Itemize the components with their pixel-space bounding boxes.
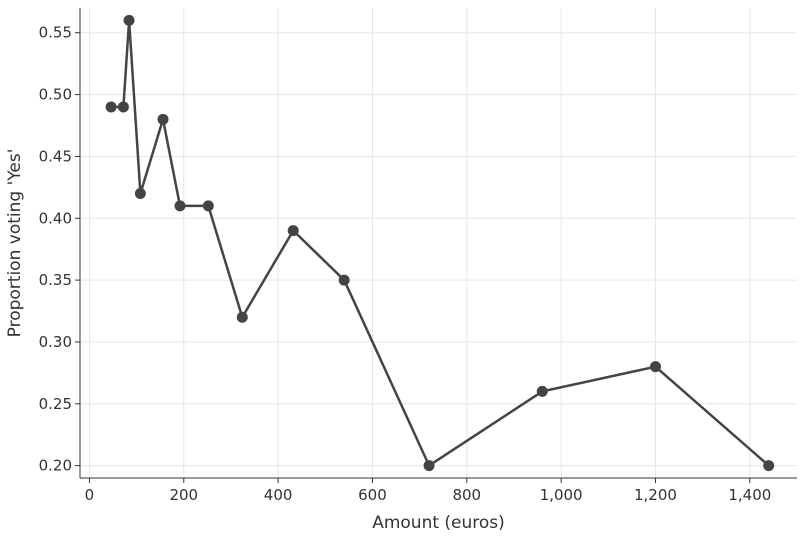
x-tick-label: 600 <box>358 486 387 504</box>
y-tick-label: 0.35 <box>39 271 72 289</box>
y-tick-label: 0.40 <box>39 209 72 227</box>
data-point <box>763 460 775 472</box>
data-point <box>202 200 214 212</box>
x-tick-label: 800 <box>452 486 481 504</box>
grid-layer <box>80 8 797 478</box>
x-tick-label: 1,000 <box>540 486 583 504</box>
data-point <box>649 361 661 373</box>
x-tick-label: 400 <box>264 486 293 504</box>
data-point <box>423 460 435 472</box>
data-point <box>287 225 299 237</box>
series-layer <box>111 19 770 467</box>
y-tick-label: 0.55 <box>39 24 72 42</box>
x-axis-title: Amount (euros) <box>372 513 505 533</box>
y-tick-label: 0.30 <box>39 333 72 351</box>
data-points <box>105 14 775 472</box>
y-tick-label: 0.25 <box>39 395 72 413</box>
series-line <box>111 19 770 467</box>
axis-layer <box>75 8 797 483</box>
data-point <box>536 385 548 397</box>
data-point <box>338 274 350 286</box>
data-point <box>123 14 135 26</box>
y-tick-label: 0.50 <box>39 86 72 104</box>
data-point <box>105 101 117 113</box>
y-tick-label: 0.45 <box>39 147 72 165</box>
tick-labels: 0 200 400 600 800 1,000 1,200 1,400 0.20 0.25 0.30… <box>39 24 772 504</box>
data-point <box>236 311 248 323</box>
x-tick-label: 0 <box>85 486 95 504</box>
x-tick-label: 200 <box>169 486 198 504</box>
y-tick-label: 0.20 <box>39 457 72 475</box>
data-point <box>134 188 146 200</box>
data-point <box>157 113 169 125</box>
data-point <box>174 200 186 212</box>
data-point <box>117 101 129 113</box>
x-tick-label: 1,400 <box>728 486 771 504</box>
x-tick-label: 1,200 <box>634 486 677 504</box>
y-axis-title: Proportion voting 'Yes' <box>5 149 25 338</box>
